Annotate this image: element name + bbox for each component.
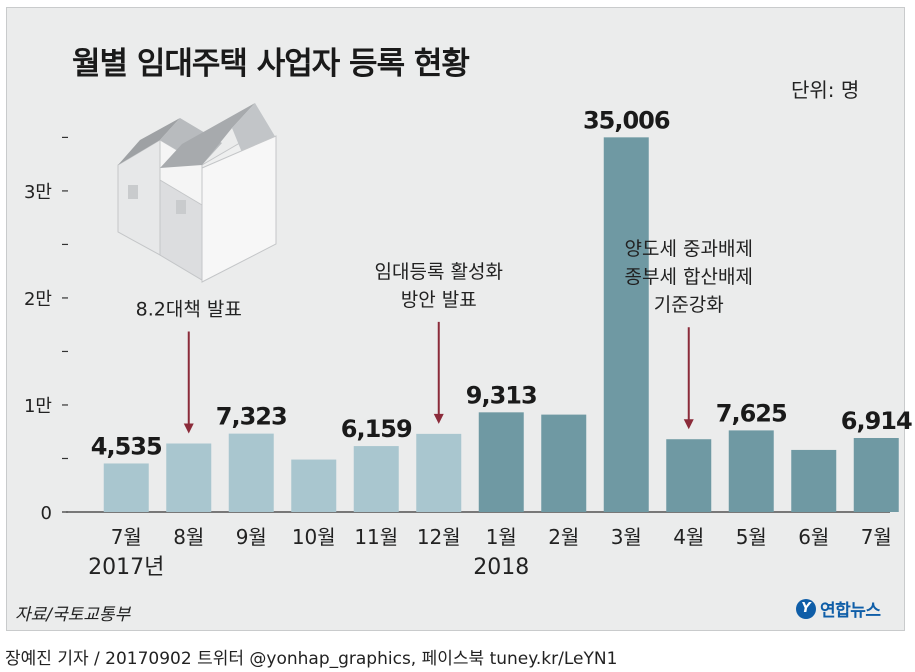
value-label: 7,625	[716, 399, 787, 427]
x-tick-label: 7월	[861, 525, 892, 549]
annotation-text: 종부세 합산배제	[625, 266, 753, 288]
bar	[603, 137, 649, 512]
source-label: 자료/국토교통부	[15, 605, 131, 625]
house-illustration	[117, 103, 277, 283]
credit-line: 장예진 기자 / 20170902 트위터 @yonhap_graphics, …	[5, 649, 618, 669]
bar	[166, 443, 212, 512]
bar	[103, 463, 149, 512]
bar	[541, 414, 587, 512]
logo-mark-icon: Y	[796, 598, 816, 619]
x-tick-label: 11월	[354, 525, 398, 549]
annotation-arrowhead	[433, 413, 444, 424]
x-tick-label: 3월	[611, 525, 642, 549]
bar	[728, 430, 774, 512]
annotation-text: 방안 발표	[401, 289, 477, 311]
bar	[416, 433, 462, 512]
x-tick-label: 6월	[798, 525, 829, 549]
annotation-text: 양도세 중과배제	[625, 238, 753, 260]
value-label: 4,535	[91, 432, 162, 460]
x-tick-label: 12월	[417, 525, 461, 549]
annotation-text: 임대등록 활성화	[375, 261, 503, 283]
y-tick-label: 3만	[24, 182, 52, 203]
annotation-text: 기준강화	[654, 294, 724, 316]
bar	[228, 433, 274, 512]
bar	[666, 439, 712, 512]
annotation-arrowhead	[683, 419, 694, 430]
value-label: 9,313	[466, 381, 537, 409]
value-label: 35,006	[583, 106, 670, 134]
year-label: 2018	[473, 555, 529, 580]
y-tick-label: 1만	[24, 396, 52, 417]
y-tick-label: 2만	[24, 289, 52, 310]
bars: 4,535 7월 8월 7,323 9월 10월 6,159 11월 12월 9,313 1월 2월 3…	[88, 106, 913, 580]
annotation-text: 8.2대책 발표	[136, 299, 242, 321]
annotation-arrowhead	[183, 423, 194, 434]
x-tick-label: 4월	[673, 525, 704, 549]
bar	[353, 446, 399, 512]
bar	[478, 412, 524, 512]
unit-label: 단위: 명	[791, 78, 860, 102]
value-label: 6,159	[341, 415, 412, 443]
value-label: 6,914	[841, 407, 912, 435]
x-tick-label: 10월	[292, 525, 336, 549]
bar	[853, 438, 899, 512]
year-label: 2017년	[88, 555, 164, 580]
x-tick-label: 5월	[736, 525, 767, 549]
x-tick-label: 9월	[236, 525, 267, 549]
chart-title: 월별 임대주택 사업자 등록 현황	[72, 46, 470, 82]
logo-text: 연합뉴스	[820, 601, 881, 621]
bar	[291, 459, 337, 512]
x-tick-label: 1월	[486, 525, 517, 549]
bar	[791, 449, 837, 512]
x-tick-label: 7월	[111, 525, 142, 549]
chart-frame	[6, 7, 905, 631]
value-label: 7,323	[216, 403, 287, 431]
yonhap-logo: Y 연합뉴스	[796, 596, 881, 621]
y-tick-label: 0	[41, 503, 52, 524]
x-tick-label: 2월	[548, 525, 579, 549]
x-tick-label: 8월	[173, 525, 204, 549]
